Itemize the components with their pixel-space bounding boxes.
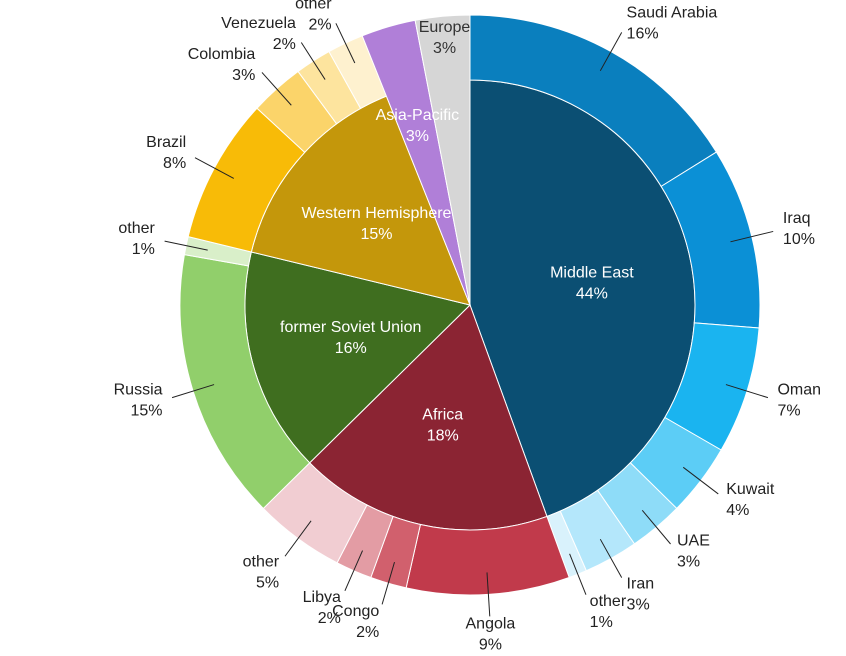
- label-name: former Soviet Union: [280, 319, 421, 336]
- leader-line: [599, 538, 623, 578]
- label-value: 16%: [335, 340, 367, 357]
- outer-label: Venezuela 2%: [221, 15, 296, 53]
- label-value: 10%: [783, 231, 815, 248]
- outer-label: other 1%: [118, 220, 155, 258]
- label-name: other: [118, 220, 155, 237]
- label-name: Russia: [114, 382, 163, 399]
- leader-line: [164, 240, 208, 251]
- leader-line: [381, 562, 395, 605]
- label-name: Europe: [419, 19, 471, 36]
- leader-line: [725, 384, 769, 399]
- outer-label: Iraq 10%: [783, 210, 815, 248]
- label-name: Angola: [466, 616, 516, 633]
- label-value: 3%: [406, 128, 429, 145]
- label-name: Brazil: [146, 134, 186, 151]
- outer-label: Oman 7%: [777, 382, 821, 420]
- label-name: Kuwait: [726, 481, 775, 498]
- outer-label: other 2%: [295, 0, 332, 33]
- label-name: other: [243, 554, 280, 571]
- label-value: 1%: [590, 614, 613, 631]
- label-value: 15%: [130, 403, 162, 420]
- outer-label: Colombia 3%: [188, 46, 256, 84]
- leader-line: [300, 42, 326, 80]
- outer-label: Congo 2%: [332, 603, 379, 641]
- label-name: other: [590, 593, 627, 610]
- label-value: 18%: [427, 428, 459, 445]
- leader-line: [284, 520, 312, 557]
- label-name: Iran: [627, 576, 655, 593]
- outer-label: UAE 3%: [677, 533, 710, 571]
- label-value: 2%: [273, 36, 296, 53]
- leader-line: [641, 509, 671, 545]
- outer-label: Angola 9%: [466, 616, 516, 654]
- outer-label: Russia 15%: [114, 382, 163, 420]
- label-value: 8%: [163, 155, 186, 172]
- leader-line: [194, 157, 235, 179]
- label-name: Colombia: [188, 46, 256, 63]
- leader-line: [599, 32, 623, 72]
- label-name: Libya: [303, 589, 341, 606]
- label-name: Middle East: [550, 265, 634, 282]
- label-name: Congo: [332, 603, 379, 620]
- label-value: 7%: [777, 403, 800, 420]
- label-value: 1%: [132, 241, 155, 258]
- inner-label: former Soviet Union 16%: [280, 319, 421, 357]
- label-value: 2%: [356, 624, 379, 641]
- label-name: Venezuela: [221, 15, 296, 32]
- label-value: 2%: [318, 610, 341, 627]
- outer-label: Brazil 8%: [146, 134, 186, 172]
- label-value: 2%: [308, 16, 331, 33]
- outer-label: other 5%: [243, 554, 280, 592]
- leader-line: [569, 553, 587, 595]
- label-value: 4%: [726, 502, 749, 519]
- leader-line: [335, 23, 356, 64]
- leader-line: [730, 230, 774, 243]
- label-name: Asia-Pacific: [376, 107, 460, 124]
- outer-label: other 1%: [590, 593, 627, 631]
- label-value: 3%: [677, 554, 700, 571]
- label-value: 16%: [627, 26, 659, 43]
- outer-label: Saudi Arabia 16%: [627, 5, 718, 43]
- leader-line: [344, 550, 364, 592]
- outer-label: Libya 2%: [303, 589, 341, 627]
- leader-line: [171, 384, 215, 399]
- outer-label: Kuwait 4%: [726, 481, 775, 519]
- leader-line: [486, 572, 491, 617]
- label-name: Oman: [777, 382, 821, 399]
- label-name: Western Hemisphere: [301, 205, 451, 222]
- label-value: 15%: [360, 226, 392, 243]
- inner-label: Africa 18%: [422, 407, 463, 445]
- label-value: 9%: [479, 637, 502, 654]
- inner-label: Western Hemisphere 15%: [301, 205, 451, 243]
- label-value: 3%: [627, 597, 650, 614]
- label-name: other: [295, 0, 332, 12]
- label-value: 44%: [576, 286, 608, 303]
- label-value: 3%: [232, 67, 255, 84]
- leader-line: [682, 466, 719, 495]
- inner-wedge: [414, 14, 471, 306]
- outer-label: Iran 3%: [627, 576, 655, 614]
- inner-label: Europe 3%: [419, 19, 471, 57]
- label-value: 3%: [433, 40, 456, 57]
- inner-label: Asia-Pacific 3%: [376, 107, 460, 145]
- label-value: 5%: [256, 575, 279, 592]
- label-name: UAE: [677, 533, 710, 550]
- label-name: Africa: [422, 407, 463, 424]
- label-name: Saudi Arabia: [627, 5, 718, 22]
- inner-label: Middle East 44%: [550, 265, 634, 303]
- leader-line: [261, 72, 292, 106]
- label-name: Iraq: [783, 210, 811, 227]
